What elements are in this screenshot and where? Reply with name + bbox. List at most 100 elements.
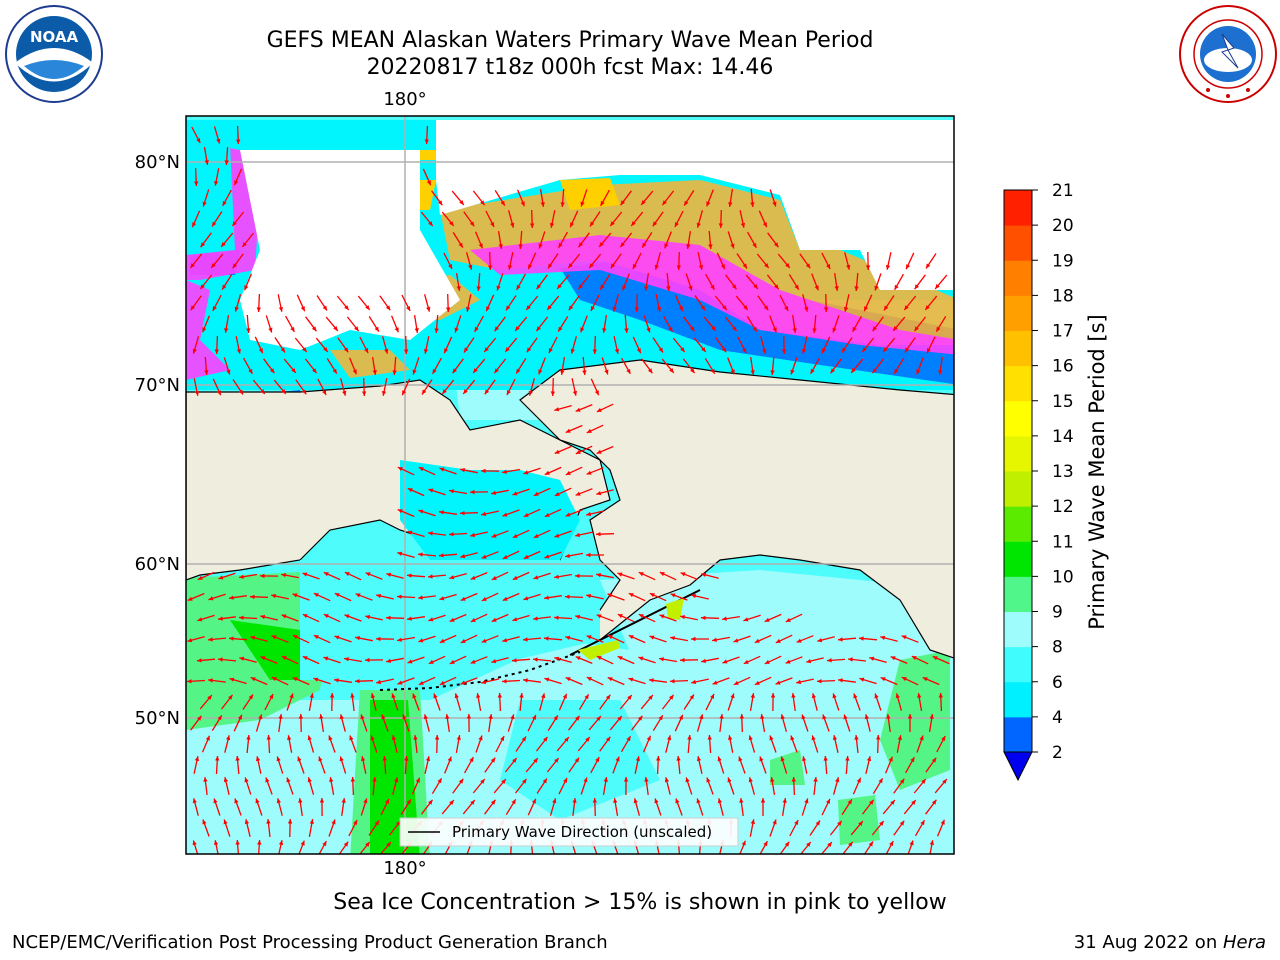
wave-arrow-head	[197, 617, 203, 622]
wave-arrow-head	[699, 714, 704, 720]
colorbar-tick-label: 18	[1052, 286, 1074, 306]
wave-arrow-head	[868, 841, 873, 847]
wave-arrow-head	[752, 242, 757, 248]
wave-arrow-head	[266, 819, 271, 824]
wave-arrow-head	[197, 715, 202, 721]
wave-arrow-head	[502, 512, 508, 517]
wave-arrow-head	[281, 656, 287, 661]
colorbar-segment	[1004, 225, 1032, 261]
wave-arrow-head	[544, 677, 550, 682]
wave-arrow-head	[586, 677, 592, 682]
wave-arrow-head	[750, 693, 755, 698]
wave-arrow-head	[490, 757, 496, 763]
wave-arrow-head	[516, 368, 521, 374]
wave-arrow-head	[428, 617, 434, 622]
wave-arrow-head	[528, 264, 533, 270]
wave-arrow-head	[785, 617, 791, 622]
wave-arrow-head	[255, 756, 261, 762]
wave-arrow-head	[265, 777, 270, 783]
wave-arrow-head	[560, 370, 565, 375]
wave-arrow-head	[500, 200, 505, 206]
wave-arrow-head	[217, 715, 222, 721]
colorbar-underflow-triangle	[1003, 751, 1033, 782]
wave-arrow-head	[415, 777, 420, 783]
wave-arrow-head	[470, 800, 475, 805]
wave-arrow-head	[858, 821, 863, 826]
wave-arrow-head	[278, 307, 283, 312]
wave-arrow-head	[512, 658, 517, 663]
wave-arrow-head	[414, 328, 419, 333]
wave-arrow-head	[872, 368, 877, 374]
wave-arrow-head	[670, 636, 675, 641]
wave-arrow-head	[386, 658, 391, 663]
wave-arrow-head	[802, 756, 807, 761]
wave-arrow-head	[813, 777, 818, 782]
wave-arrow-head	[370, 735, 375, 741]
wave-arrow-head	[794, 284, 799, 290]
wave-arrow-head	[770, 693, 776, 698]
wave-arrow-head	[931, 757, 937, 763]
wave-arrow-head	[916, 369, 921, 375]
wave-arrow-head	[323, 347, 328, 352]
wave-arrow-head	[519, 693, 524, 698]
wave-arrow-head	[202, 327, 207, 333]
wave-arrow-head	[932, 656, 938, 661]
wave-arrow-head	[518, 244, 523, 249]
wave-arrow-head	[544, 636, 549, 641]
wave-arrow-head	[271, 593, 276, 599]
wave-arrow-head	[712, 637, 717, 642]
wave-arrow-head	[439, 680, 445, 685]
legend-label: Primary Wave Direction (unscaled)	[452, 823, 712, 841]
wave-arrow-head	[512, 758, 517, 763]
wave-arrow-head	[528, 390, 533, 396]
wave-arrow-head	[722, 305, 727, 310]
wave-arrow-head	[730, 243, 735, 249]
wave-arrow-head	[582, 370, 587, 375]
wave-arrow-head	[322, 305, 327, 311]
wave-arrow-head	[759, 756, 764, 762]
wave-arrow-head	[710, 693, 714, 699]
wave-arrow-head	[554, 758, 559, 763]
wave-arrow-head	[456, 735, 461, 740]
wave-arrow-head	[668, 326, 673, 332]
wave-arrow-head	[394, 327, 399, 333]
wave-arrow-head	[585, 737, 590, 742]
wave-arrow-head	[929, 840, 934, 845]
wave-arrow-head	[365, 842, 370, 847]
wave-direction-arrows	[186, 125, 950, 854]
wave-arrow-head	[688, 285, 693, 291]
wave-arrow-head	[880, 677, 886, 682]
wave-arrow-head	[687, 735, 692, 740]
wave-arrow-head	[910, 757, 915, 763]
wave-arrow-head	[775, 638, 781, 643]
wave-arrow-head	[412, 369, 417, 375]
wave-arrow-head	[278, 840, 284, 846]
wave-arrow-head	[242, 242, 247, 247]
wave-arrow-head	[706, 777, 711, 783]
colorbar-segment	[1004, 190, 1032, 226]
wave-arrow-head	[859, 677, 865, 682]
wave-arrow-head	[689, 694, 694, 700]
wave-arrow-head	[428, 531, 433, 536]
wave-arrow-head	[878, 778, 883, 784]
wave-arrow-head	[244, 777, 249, 783]
wave-arrow-head	[811, 693, 816, 699]
colorbar-segment	[1004, 365, 1032, 402]
wave-arrow-head	[382, 756, 387, 761]
wave-arrow-head	[854, 735, 859, 740]
wave-arrow-head	[207, 695, 212, 700]
wave-arrow-head	[523, 596, 529, 601]
wave-arrow-head	[674, 222, 679, 227]
wave-arrow-head	[423, 349, 429, 354]
wave-arrow-head	[531, 798, 536, 804]
wave-arrow-head	[586, 635, 592, 640]
wave-arrow-head	[260, 656, 266, 661]
wave-arrow-head	[522, 778, 527, 784]
wave-arrow-head	[633, 798, 638, 804]
wave-arrow-head	[437, 778, 442, 784]
wave-arrow-head	[906, 264, 911, 270]
wave-arrow-head	[496, 285, 501, 291]
wave-arrow-head	[626, 736, 631, 742]
wave-arrow-head	[454, 327, 459, 333]
